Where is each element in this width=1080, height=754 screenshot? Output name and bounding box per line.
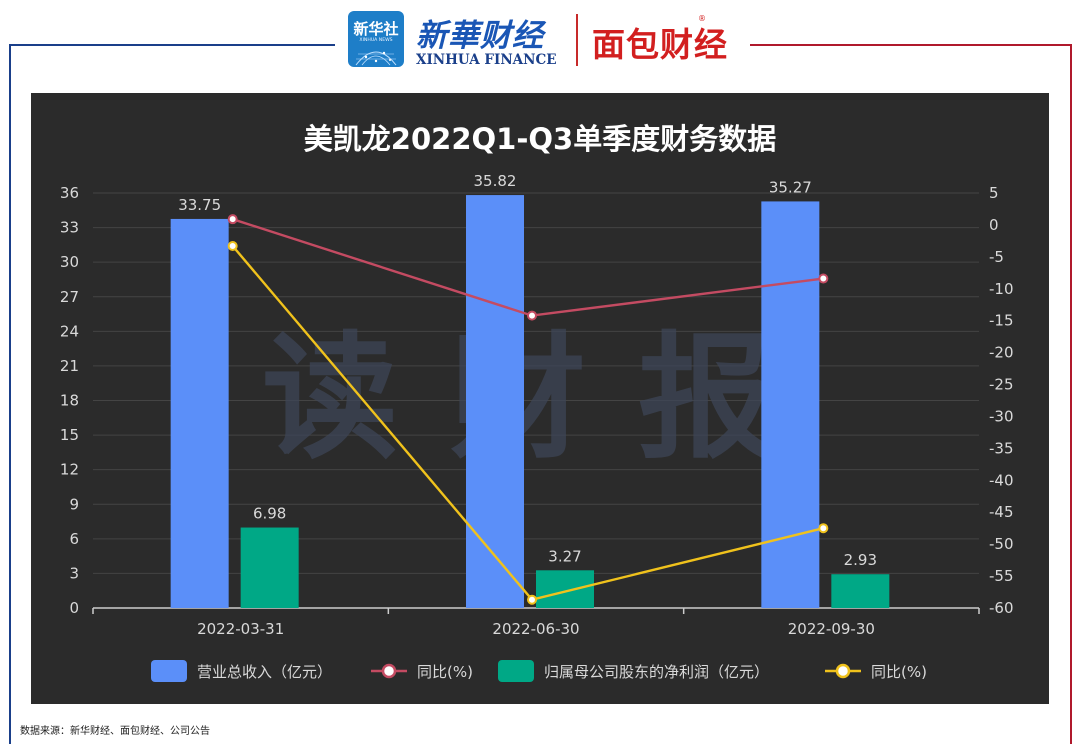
legend-swatch bbox=[498, 660, 534, 682]
y-left-tick-label: 21 bbox=[60, 357, 79, 375]
y-left-tick-label: 18 bbox=[60, 392, 79, 410]
y-left-tick-label: 9 bbox=[69, 495, 79, 513]
legend-swatch bbox=[151, 660, 187, 682]
bar-data-label: 35.82 bbox=[474, 172, 517, 190]
logo-divider bbox=[576, 14, 578, 66]
legend-marker bbox=[381, 663, 397, 679]
chart-panel: 读财报 美凯龙2022Q1-Q3单季度财务数据 0 3 6 9 12 15 18 21 24 27… bbox=[31, 93, 1049, 704]
bar-data-label: 2.93 bbox=[844, 551, 877, 569]
bar-data-label: 3.27 bbox=[548, 547, 581, 565]
y-left-tick-label: 24 bbox=[60, 322, 79, 340]
legend-marker bbox=[835, 663, 851, 679]
bar-data-label: 35.27 bbox=[769, 178, 812, 196]
y-right-tick-label: -45 bbox=[989, 503, 1014, 521]
legend-item[interactable]: 同比(%) bbox=[371, 663, 473, 681]
y-left-tick-label: 27 bbox=[60, 288, 79, 306]
y-right-tick-label: -20 bbox=[989, 344, 1014, 362]
watermark: 读财报 bbox=[262, 320, 826, 478]
y-left-tick-label: 3 bbox=[69, 564, 79, 582]
mianbao-finance-logo: 面包财经 ® bbox=[592, 12, 742, 68]
y-left-tick-label: 0 bbox=[69, 599, 79, 617]
legend-label: 归属母公司股东的净利润（亿元） bbox=[544, 663, 769, 681]
y-right-tick-label: -35 bbox=[989, 439, 1014, 457]
header-logos: 新华社 XINHUA NEWS 新華财经 XINHUA FINANCE 面包财经… bbox=[340, 8, 745, 72]
revenue-yoy-point bbox=[527, 310, 537, 321]
y-left-tick-label: 12 bbox=[60, 461, 79, 479]
revenue-yoy-point bbox=[227, 214, 238, 225]
legend-label: 同比(%) bbox=[417, 663, 473, 681]
net-profit-bar bbox=[240, 527, 299, 608]
bar-data-label: 33.75 bbox=[178, 196, 221, 214]
net-profit-bar bbox=[536, 570, 594, 608]
x-tick-label: 2022-03-31 bbox=[197, 620, 284, 638]
x-tick-label: 2022-06-30 bbox=[492, 620, 579, 638]
xinhua-news-logo-subtext: XINHUA NEWS bbox=[359, 38, 393, 43]
y-right-tick-label: -10 bbox=[989, 280, 1014, 298]
legend-item[interactable]: 归属母公司股东的净利润（亿元） bbox=[498, 660, 769, 682]
revenue-bar bbox=[466, 195, 524, 608]
revenue-bar bbox=[761, 201, 820, 608]
frame-left-border bbox=[9, 44, 11, 744]
data-labels: 33.75 35.82 35.27 6.98 3.27 2.93 bbox=[178, 172, 877, 569]
xinhua-finance-logo-en: XINHUA FINANCE bbox=[416, 52, 557, 68]
net-profit-bar bbox=[831, 574, 890, 608]
profit-yoy-point bbox=[818, 523, 829, 534]
registered-mark: ® bbox=[698, 14, 706, 23]
globe-icon bbox=[355, 51, 397, 66]
y-right-tick-label: 0 bbox=[989, 216, 999, 234]
legend-item[interactable]: 营业总收入（亿元） bbox=[151, 660, 332, 682]
y-left-tick-label: 30 bbox=[60, 253, 79, 271]
xinhua-finance-logo-cn: 新華财经 bbox=[416, 18, 544, 54]
y-right-tick-label: 5 bbox=[989, 184, 999, 202]
y-right-tick-label: -55 bbox=[989, 567, 1014, 585]
revenue-yoy-line bbox=[232, 218, 824, 317]
y-right-tick-label: -5 bbox=[989, 248, 1004, 266]
frame-right-border bbox=[1070, 44, 1072, 744]
chart-title: 美凯龙2022Q1-Q3单季度财务数据 bbox=[304, 122, 776, 156]
bar-data-label: 6.98 bbox=[253, 505, 286, 523]
revenue-yoy-point bbox=[818, 273, 829, 284]
profit-yoy-point bbox=[527, 594, 537, 605]
revenue-bar bbox=[170, 218, 229, 608]
profit-yoy-point bbox=[227, 240, 238, 251]
lines bbox=[227, 214, 829, 605]
chart-canvas: 读财报 美凯龙2022Q1-Q3单季度财务数据 0369121518212427… bbox=[60, 122, 1014, 682]
y-right-tick-label: -15 bbox=[989, 312, 1014, 330]
y-right-tick-label: -25 bbox=[989, 376, 1014, 394]
y-right-tick-label: -50 bbox=[989, 535, 1014, 553]
y-left-tick-label: 6 bbox=[69, 530, 79, 548]
xinhua-finance-logo: 新華财经 XINHUA FINANCE bbox=[412, 10, 562, 70]
xinhua-news-logo-text: 新华社 bbox=[353, 20, 399, 38]
frame-top-border-right bbox=[750, 44, 1072, 46]
bars bbox=[170, 195, 890, 608]
y-left-tick-label: 33 bbox=[60, 219, 79, 237]
legend-item[interactable]: 同比(%) bbox=[825, 663, 927, 681]
legend-label: 同比(%) bbox=[871, 663, 927, 681]
y-left-tick-label: 36 bbox=[60, 184, 79, 202]
legend-label: 营业总收入（亿元） bbox=[197, 663, 332, 681]
y-left-tick-label: 15 bbox=[60, 426, 79, 444]
source-note: 数据来源：新华财经、面包财经、公司公告 bbox=[20, 726, 210, 737]
frame-top-border-left bbox=[9, 44, 335, 46]
xinhua-news-logo: 新华社 XINHUA NEWS bbox=[348, 11, 404, 67]
y-right-tick-label: -60 bbox=[989, 599, 1014, 617]
x-tick-label: 2022-09-30 bbox=[788, 620, 875, 638]
legend: 营业总收入（亿元） 同比(%) 归属母公司股东的净利润（亿元） 同比(%) bbox=[151, 660, 927, 682]
mianbao-finance-logo-text: 面包财经 bbox=[592, 25, 728, 64]
y-right-tick-label: -30 bbox=[989, 407, 1014, 425]
y-right-tick-label: -40 bbox=[989, 471, 1014, 489]
